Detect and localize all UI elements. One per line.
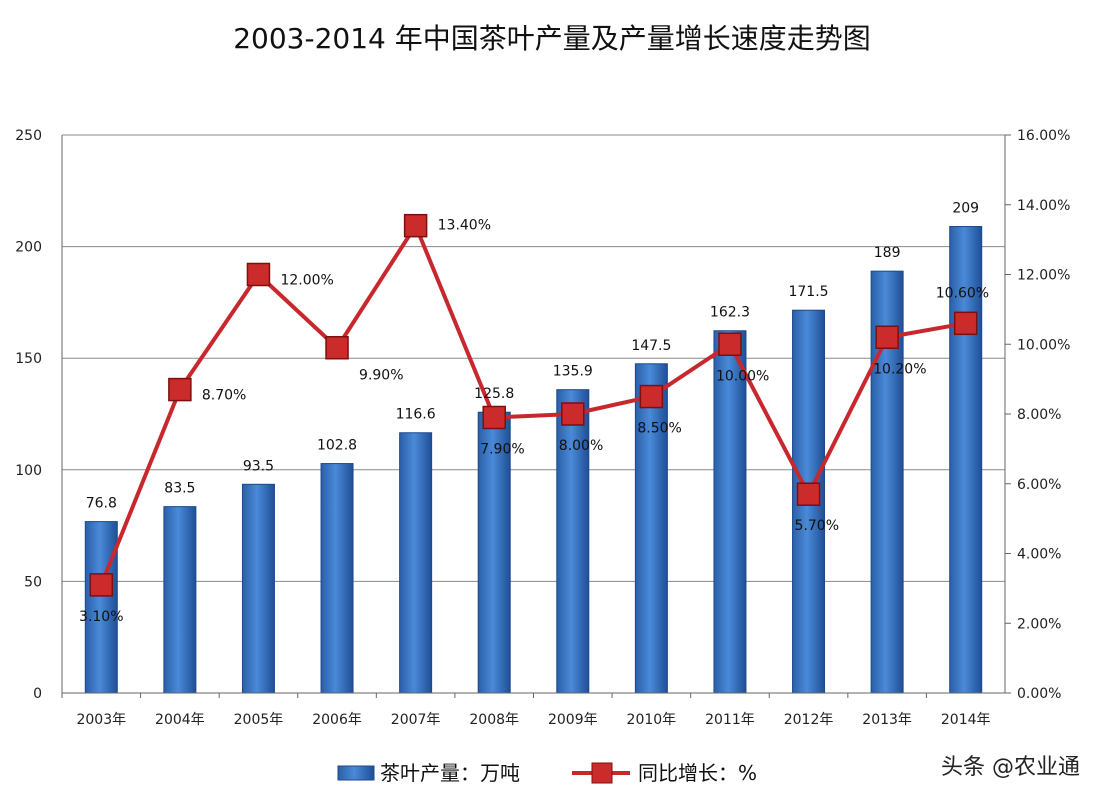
x-tick-label: 2007年 [391,712,441,728]
line-value-label: 12.00% [280,273,333,289]
legend-item-line: 同比增长：% [572,761,757,785]
line-value-label: 7.90% [480,441,524,457]
bar-value-label: 76.8 [86,496,117,512]
line-value-label: 10.00% [716,368,769,384]
x-tick-label: 2010年 [627,712,677,728]
data-labels: 76.8 83.5 93.5 102.8 116.6 125.8 135.9 147.5 162… [79,201,989,625]
legend-bar-swatch [337,765,375,781]
line-marker [953,311,978,336]
line-marker [89,573,114,597]
bar [241,483,275,694]
y-left-tick-label: 0 [33,686,42,702]
bar [84,521,118,694]
growth-line [99,223,967,586]
y-right-tick-label: 8.00% [1017,407,1061,423]
legend-label: 同比增长：% [638,761,757,785]
line-value-label: 3.10% [79,609,123,625]
y-right-tick-label: 2.00% [1017,616,1061,632]
x-tick-label: 2004年 [155,712,205,728]
y-right-tick-label: 16.00% [1017,128,1070,144]
x-tick-label: 2012年 [784,712,834,728]
bar-value-label: 102.8 [317,438,357,454]
line-marker [403,213,428,238]
line-marker [482,405,506,430]
line-value-label: 9.90% [359,368,403,384]
line-marker [246,262,271,287]
axes: 0 50 100 150 200 250 0.00% 2.00% 4.00% 6.00% 8.00%… [15,128,1070,728]
bar-value-label: 189 [874,245,901,261]
x-tick-label: 2013年 [862,712,912,728]
bar-value-label: 125.8 [474,386,514,402]
y-right-tick-label: 12.00% [1017,268,1070,284]
y-left-tick-label: 50 [24,574,42,590]
bar [556,389,590,694]
bar-value-label: 83.5 [164,481,195,497]
chart-title: 2003-2014 年中国茶叶产量及产量增长速度走势图 [233,22,871,55]
y-left-tick-label: 200 [15,240,42,256]
line-series [89,213,978,597]
line-marker [796,482,821,506]
line-value-label: 10.20% [873,361,926,377]
x-tick-label: 2008年 [469,712,519,728]
y-right-tick-label: 0.00% [1017,686,1061,702]
bar [320,463,354,694]
x-tick-label: 2005年 [234,712,284,728]
line-marker [875,325,899,350]
bar-value-label: 147.5 [631,338,671,354]
x-tick-label: 2006年 [312,712,362,728]
line-value-label: 8.50% [637,421,681,437]
line-marker [718,332,742,356]
line-value-label: 10.60% [936,285,989,301]
y-right-tick-label: 4.00% [1017,547,1061,563]
x-tick-label: 2003年 [76,712,126,728]
x-tick-label: 2011年 [705,712,755,728]
bar [713,330,747,694]
line-marker [639,384,664,409]
bar-series [84,226,983,694]
line-marker [325,335,349,360]
line-value-label: 13.40% [438,218,491,234]
legend: 茶叶产量：万吨 同比增长：% [337,761,757,785]
line-marker [561,402,585,426]
x-tick-label: 2014年 [941,712,991,728]
bar-value-label: 209 [952,201,979,217]
bar-value-label: 171.5 [788,284,828,300]
y-right-tick-label: 10.00% [1017,337,1070,353]
y-left-tick-label: 100 [15,463,42,479]
y-left-tick-label: 150 [15,351,42,367]
x-tick-label: 2009年 [548,712,598,728]
legend-label: 茶叶产量：万吨 [380,761,520,785]
bar-value-label: 162.3 [710,305,750,321]
bar [949,226,983,694]
legend-marker-swatch [591,762,613,784]
bar [634,363,668,694]
line-value-label: 5.70% [795,518,839,534]
y-right-tick-label: 6.00% [1017,477,1061,493]
bar [163,506,197,694]
bar-value-label: 135.9 [553,364,593,380]
bar-value-label: 93.5 [243,458,274,474]
line-marker [168,377,192,402]
line-value-label: 8.70% [202,388,246,404]
legend-item-bar: 茶叶产量：万吨 [337,761,520,785]
y-right-tick-label: 14.00% [1017,198,1070,214]
bar [399,432,433,694]
bar-value-label: 116.6 [396,407,436,423]
watermark: 头条 @农业通 [941,755,1080,780]
y-left-tick-label: 250 [15,128,42,144]
line-value-label: 8.00% [559,438,603,454]
